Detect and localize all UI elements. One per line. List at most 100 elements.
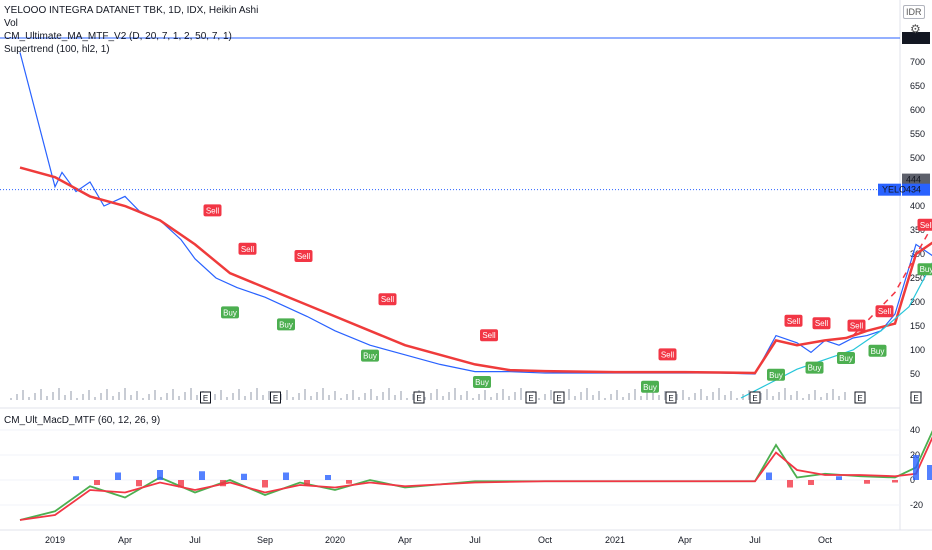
volume-bar [760,393,762,400]
volume-bar [598,391,600,400]
earnings-box [413,391,425,404]
earnings-label: E [203,394,208,403]
macd-histogram-bar [73,476,79,480]
series-supertrend-line [740,262,932,399]
indicator-supertrend[interactable]: Supertrend (100, hl2, 1) [4,44,110,55]
sell-signal-label: Sell [297,252,311,261]
symbol-price-bg [902,183,930,196]
macd-histogram-bar [892,480,898,483]
symbol-price-label: 434 [906,185,921,195]
volume-bar [358,397,360,400]
time-tick-label: 2019 [45,535,65,545]
volume-bar [154,390,156,400]
last-price-label: 444 [906,175,921,185]
indicator-macd[interactable]: CM_Ult_MacD_MTF (60, 12, 26, 9) [4,415,161,426]
volume-bar [424,397,426,400]
volume-bar [226,397,228,400]
volume-bar [718,388,720,400]
volume-bar [124,388,126,400]
buy-signal-bg [767,368,785,381]
price-tick-label: 500 [910,153,925,163]
volume-bar [196,395,198,400]
volume-bar [736,398,738,400]
macd-histogram-bar [808,480,814,485]
volume-bar [580,392,582,400]
volume-bar [520,388,522,400]
gear-icon[interactable]: ⚙ [910,22,921,36]
time-tick-label: Sep [257,535,273,545]
volume-bar [76,398,78,400]
macd-histogram-bar [766,472,772,480]
buy-signal-label: Buy [808,364,822,373]
indicator-vol[interactable]: Vol [4,18,18,29]
sell-signal: Sell [378,293,397,306]
volume-bar [148,394,150,400]
sell-signal-bg [238,242,257,255]
indicator-ma[interactable]: CM_Ultimate_MA_MTF_V2 (D, 20, 7, 1, 2, 5… [4,31,232,42]
volume-bar [496,393,498,400]
earnings-marker: E [413,391,425,404]
volume-bar [664,391,666,400]
currency-badge[interactable]: IDR [903,5,925,19]
volume-bar [250,392,252,400]
buy-signal-label: Buy [839,354,853,363]
volume-bar [700,389,702,400]
macd-tick-label: 40 [910,425,920,435]
volume-bar [472,398,474,400]
buy-signal-bg [917,263,932,276]
sell-signal-bg [378,293,397,306]
volume-bar [292,397,294,400]
earnings-marker: E [270,391,281,404]
volume-bar [382,392,384,400]
volume-bar [640,396,642,400]
volume-bar [826,393,828,400]
volume-bar [64,395,66,400]
macd-histogram-bar [157,470,163,480]
volume-bar [184,392,186,400]
volume-bar [82,394,84,400]
volume-bar [592,395,594,400]
volume-bar [802,398,804,400]
sell-signal-label: Sell [878,307,892,316]
price-tick-label: 700 [910,57,925,67]
earnings-label: E [273,394,278,403]
volume-bar [550,390,552,400]
time-tick-label: 2021 [605,535,625,545]
volume-bar [808,394,810,400]
volume-bar [772,396,774,400]
sell-signal: Sell [238,242,257,255]
buy-signal-bg [805,361,824,374]
buy-signal-label: Buy [363,352,377,361]
volume-bar [766,389,768,400]
macd-histogram-bar [220,480,226,487]
volume-bar [820,397,822,400]
volume-bar [514,392,516,400]
volume-bar [610,394,612,400]
volume-bar [622,397,624,400]
volume-bars [10,388,846,400]
volume-bar [616,390,618,400]
price-tick-label: 250 [910,273,925,283]
volume-bar [730,391,732,400]
earnings-box [553,391,565,404]
volume-bar [838,396,840,400]
volume-bar [430,393,432,400]
volume-bar [688,397,690,400]
price-tick-label: 350 [910,225,925,235]
volume-bar [568,389,570,400]
volume-bar [376,396,378,400]
macd-histogram-bar [199,471,205,480]
buy-signal-label: Buy [643,383,657,392]
earnings-box [200,391,211,404]
sell-signal: Sell [658,348,677,361]
earnings-marker: E [525,391,537,404]
volume-bar [352,390,354,400]
last-price-bg [902,173,930,186]
volume-bar [400,391,402,400]
buy-signal: Buy [767,368,785,381]
volume-bar [322,388,324,400]
buy-signal: Buy [641,380,659,393]
volume-bar [706,396,708,400]
buy-signal: Buy [361,349,379,362]
